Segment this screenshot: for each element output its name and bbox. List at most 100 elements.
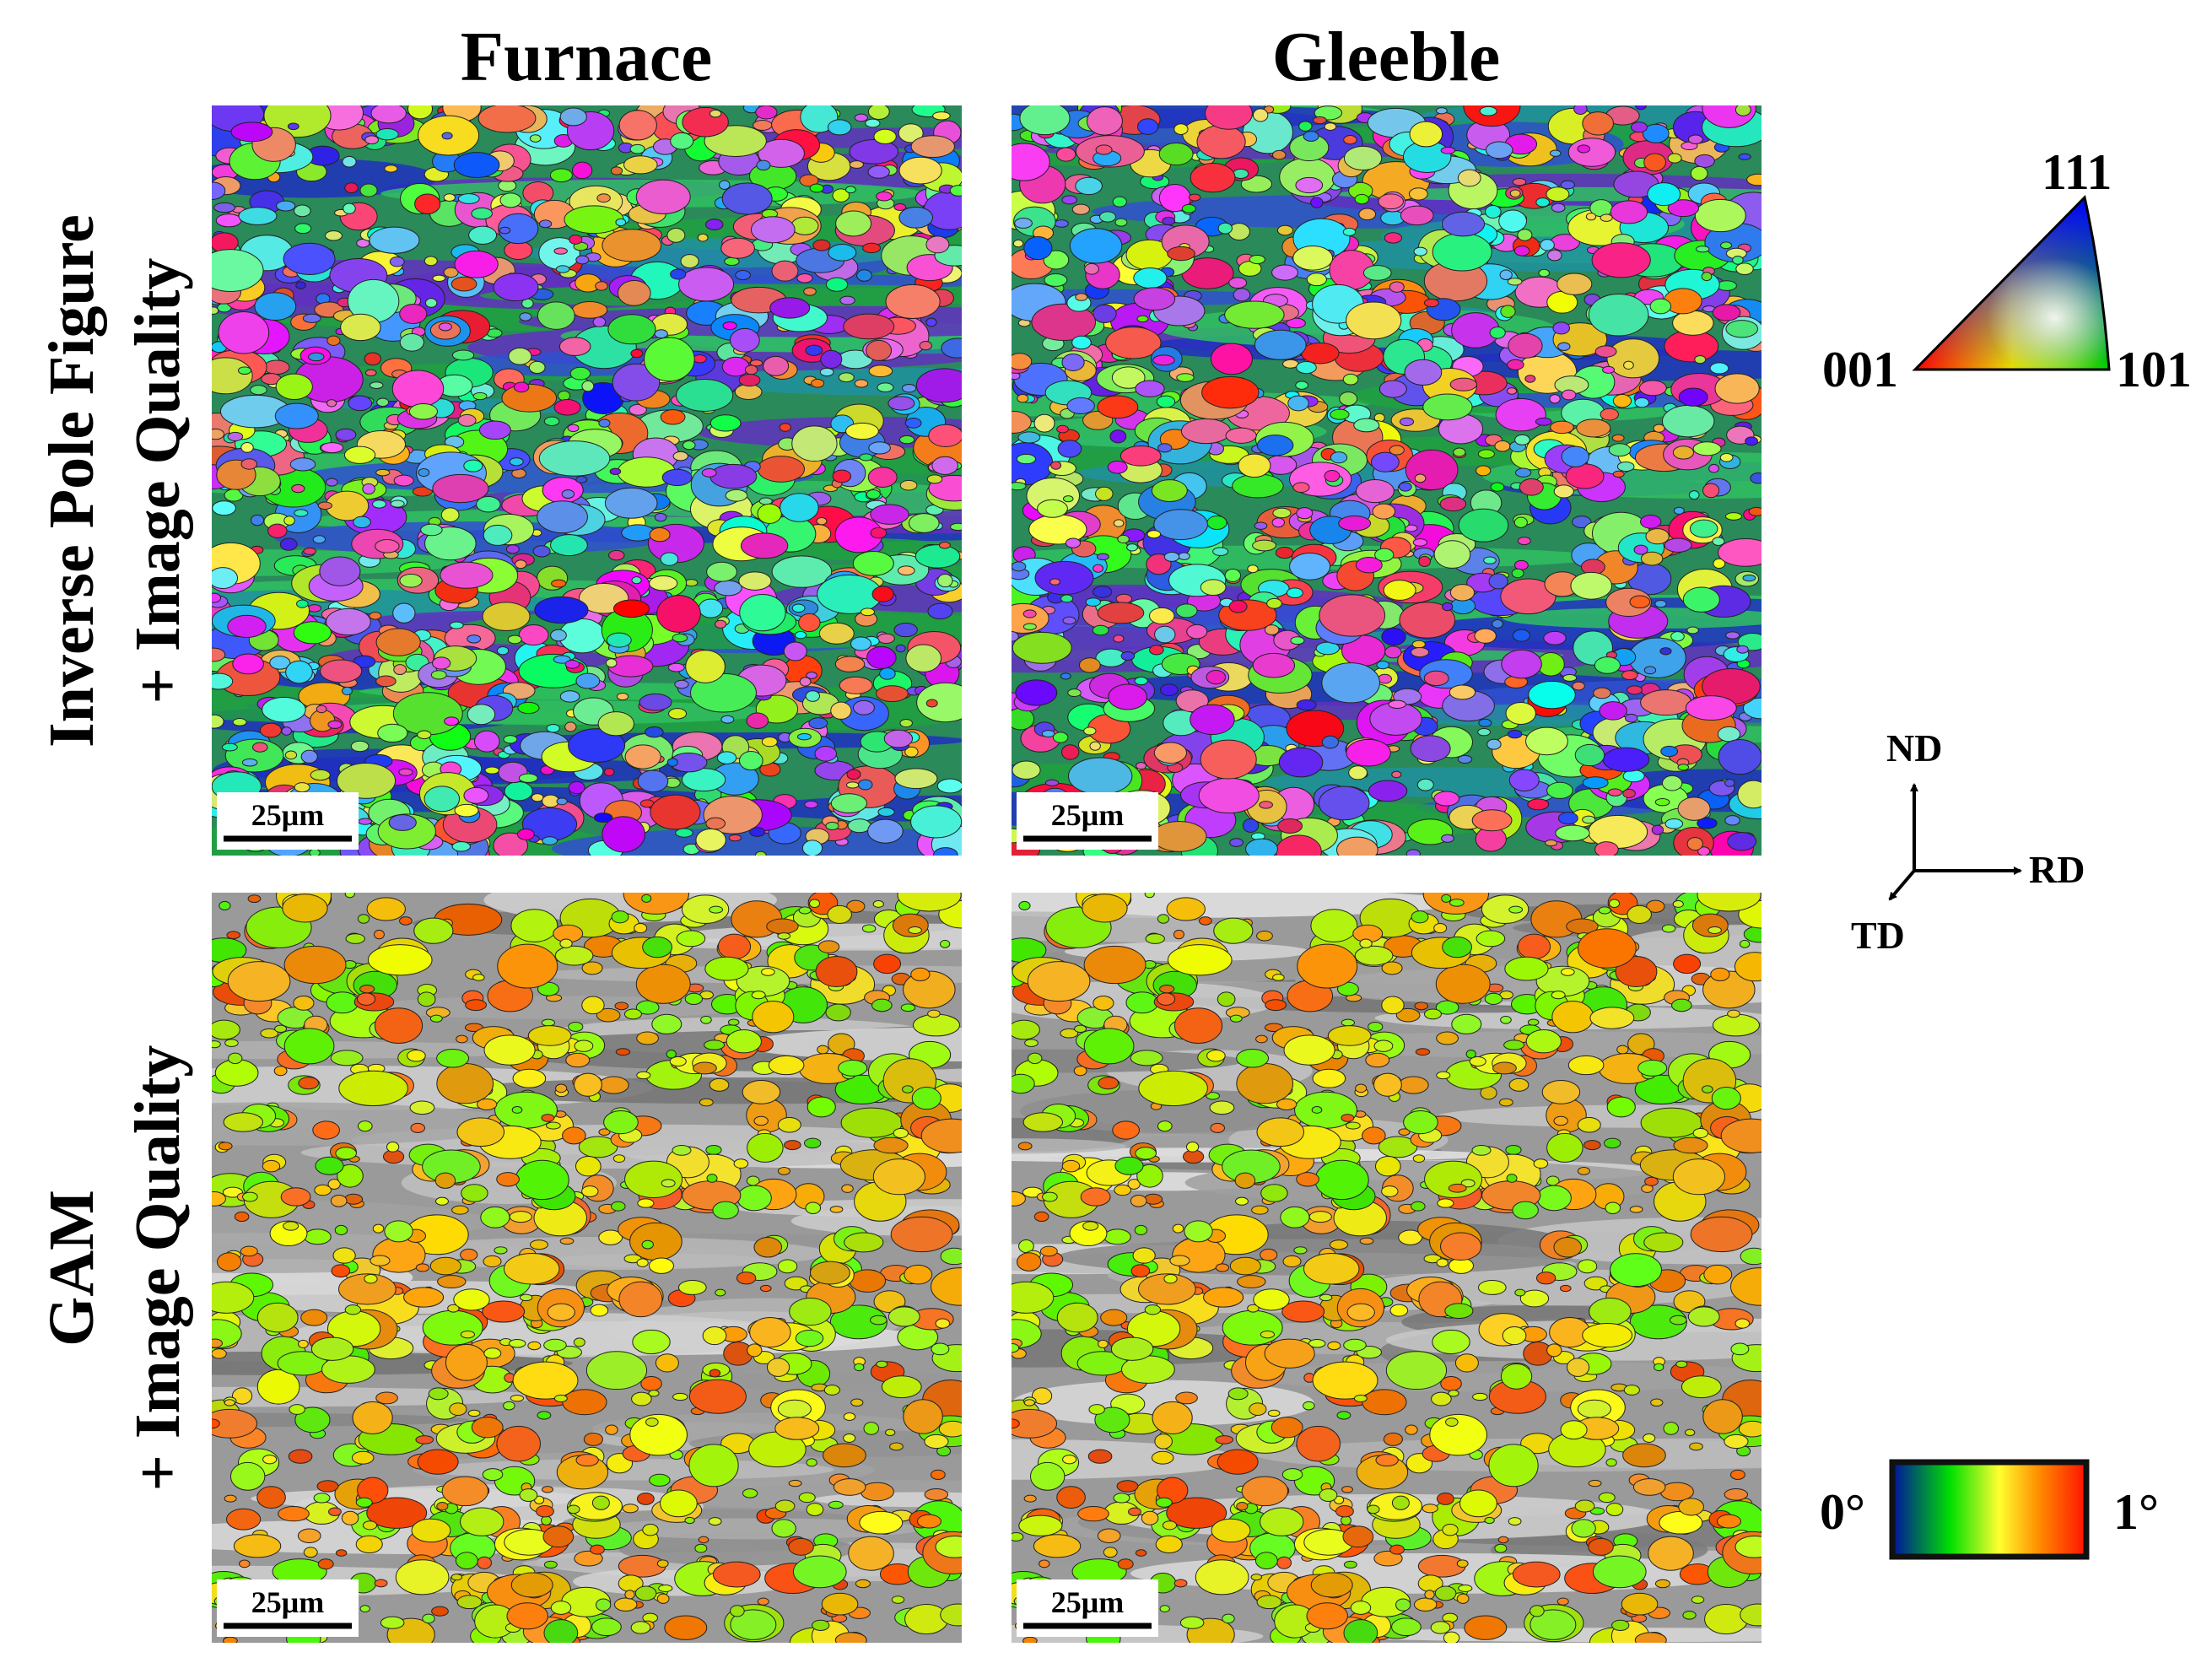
grain (1324, 122, 1337, 132)
grain (585, 1351, 648, 1390)
grain (447, 1304, 460, 1313)
grain (223, 1636, 238, 1643)
grain (472, 974, 485, 981)
grain (1346, 1121, 1361, 1130)
grain (482, 1300, 526, 1323)
grain (1082, 1221, 1099, 1231)
grain (517, 701, 540, 715)
grain (916, 682, 962, 723)
grain (1431, 1391, 1452, 1407)
grain (698, 598, 724, 618)
grain (450, 1574, 463, 1581)
grain (1442, 936, 1473, 958)
grain (872, 900, 884, 908)
grain (1271, 264, 1299, 281)
grain (1236, 1049, 1270, 1068)
grain (1697, 817, 1718, 829)
deformed-band (212, 1412, 470, 1428)
grain (1603, 1137, 1621, 1149)
grain (1184, 1220, 1213, 1243)
grain (1589, 1007, 1635, 1029)
grain (460, 1248, 478, 1261)
grain (1424, 1590, 1435, 1600)
grain (892, 913, 929, 937)
grain (415, 1263, 430, 1272)
grain (1423, 1008, 1442, 1020)
grain (509, 1211, 532, 1223)
grain (1443, 1631, 1460, 1643)
grain (1135, 380, 1165, 397)
grain (791, 603, 806, 613)
grain (598, 418, 611, 428)
grain (656, 1559, 669, 1569)
grain (846, 769, 861, 780)
grain (1622, 1443, 1666, 1468)
grain (754, 850, 767, 856)
grain (796, 273, 813, 283)
grain (715, 1288, 726, 1297)
grain (1647, 182, 1681, 207)
grain (1330, 1239, 1348, 1250)
grain (1546, 186, 1570, 202)
grain (678, 267, 735, 302)
grain (1153, 509, 1208, 541)
grain (302, 313, 321, 323)
grain (450, 276, 477, 292)
grain (574, 1072, 602, 1097)
grain (1209, 1100, 1235, 1115)
grain (440, 507, 460, 523)
grain (287, 122, 299, 131)
grain (839, 676, 873, 694)
grain (1727, 832, 1757, 851)
grain (832, 188, 850, 202)
grain (763, 355, 790, 376)
grain (1638, 380, 1667, 397)
grain (262, 1455, 278, 1465)
grain (910, 967, 931, 982)
grain (1154, 625, 1176, 644)
grain (670, 268, 687, 280)
grain (1282, 1255, 1302, 1268)
grain (900, 1003, 916, 1012)
grain (1117, 1558, 1134, 1570)
grain (403, 1287, 445, 1308)
grain (1359, 938, 1373, 948)
grain (359, 985, 375, 994)
grain (556, 797, 568, 806)
grain (672, 633, 688, 643)
grain (1296, 699, 1317, 711)
grain (1616, 1045, 1629, 1055)
grain (1034, 560, 1094, 596)
grain (636, 1071, 651, 1080)
grain (1639, 514, 1662, 529)
grain (1552, 321, 1571, 335)
scale-bar: 25μm (1017, 1579, 1158, 1637)
grain (340, 313, 381, 342)
grain (1281, 1468, 1303, 1482)
grain (352, 1401, 393, 1435)
grain (1144, 1304, 1162, 1315)
grain (212, 567, 239, 589)
grain (726, 1029, 762, 1054)
grain (542, 836, 558, 845)
grain (418, 467, 430, 478)
grain (1512, 1201, 1539, 1220)
grain (1448, 1390, 1459, 1397)
grain (496, 1425, 541, 1462)
grain (1511, 568, 1524, 579)
grain (1050, 461, 1062, 470)
grain (854, 379, 869, 388)
grain (535, 1505, 554, 1518)
grain (1612, 393, 1632, 408)
grain (224, 738, 284, 773)
grain (1497, 1536, 1509, 1544)
grain (1538, 268, 1551, 278)
grain (1724, 1488, 1749, 1501)
grain (518, 624, 549, 646)
grain (753, 1236, 783, 1258)
grain (370, 381, 384, 390)
grain (1671, 998, 1692, 1012)
grain (838, 1060, 868, 1077)
grain (1423, 670, 1449, 687)
grain (1664, 537, 1692, 553)
